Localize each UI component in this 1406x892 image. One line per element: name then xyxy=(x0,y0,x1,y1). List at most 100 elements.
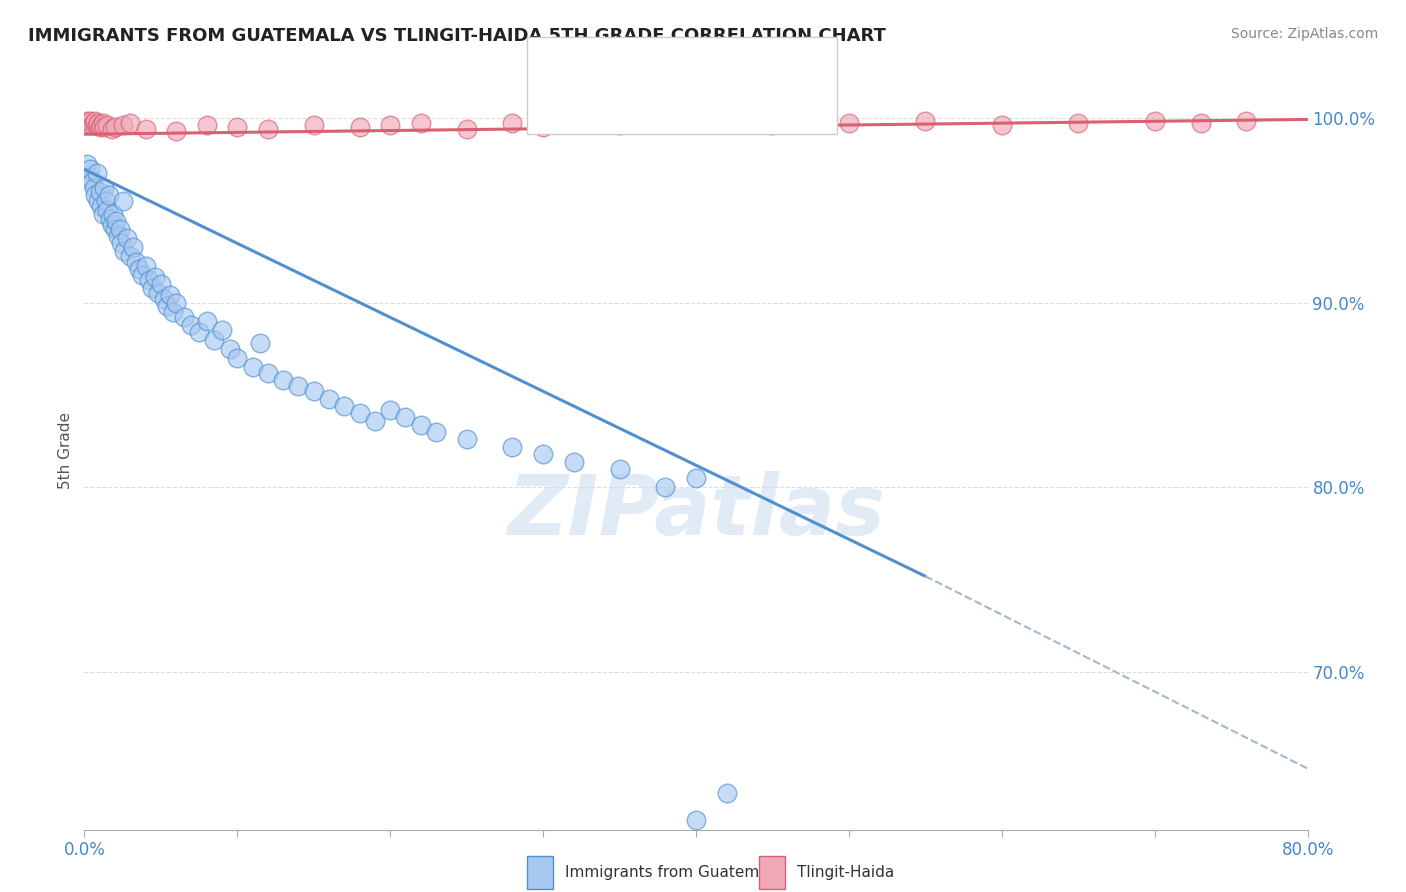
Point xyxy=(502,440,524,454)
Point xyxy=(94,194,117,208)
Point xyxy=(195,118,218,132)
Point xyxy=(211,323,233,337)
Point xyxy=(87,194,110,208)
Point xyxy=(153,292,176,306)
Point xyxy=(302,384,325,399)
Point xyxy=(86,118,108,132)
Text: R =  0.175   N = 41: R = 0.175 N = 41 xyxy=(579,98,755,117)
Point xyxy=(218,342,240,356)
Point xyxy=(79,114,101,128)
Point xyxy=(90,118,112,132)
Point xyxy=(146,286,169,301)
Point xyxy=(76,114,98,128)
Point xyxy=(111,118,134,132)
Point xyxy=(456,433,478,447)
Point xyxy=(135,259,157,273)
Text: Immigrants from Guatemala: Immigrants from Guatemala xyxy=(565,865,783,880)
Point xyxy=(333,399,356,413)
Point xyxy=(77,116,100,130)
Point xyxy=(83,181,105,195)
Point xyxy=(112,244,135,258)
Point xyxy=(425,425,447,439)
Point xyxy=(80,175,103,189)
Point xyxy=(287,378,309,392)
Point xyxy=(165,295,187,310)
Point xyxy=(531,447,554,461)
Point xyxy=(609,462,631,476)
Point xyxy=(914,114,936,128)
Point xyxy=(456,121,478,136)
Point xyxy=(226,120,249,134)
Point xyxy=(128,262,150,277)
Point xyxy=(173,310,195,325)
Point xyxy=(991,118,1014,132)
Point xyxy=(149,277,172,291)
Text: IMMIGRANTS FROM GUATEMALA VS TLINGIT-HAIDA 5TH GRADE CORRELATION CHART: IMMIGRANTS FROM GUATEMALA VS TLINGIT-HAI… xyxy=(28,27,886,45)
Point xyxy=(80,118,103,132)
Point xyxy=(105,214,128,228)
Point xyxy=(122,240,145,254)
Point xyxy=(79,162,101,177)
Point xyxy=(1236,114,1258,128)
Point xyxy=(86,166,108,180)
Point xyxy=(1189,116,1212,130)
Point xyxy=(249,336,271,351)
Point xyxy=(110,236,132,251)
Point xyxy=(104,221,127,235)
Point xyxy=(654,480,676,494)
Point xyxy=(409,417,432,432)
Point xyxy=(609,118,631,132)
Point xyxy=(89,185,111,199)
Point xyxy=(115,231,138,245)
Point xyxy=(98,212,121,227)
Point xyxy=(302,118,325,132)
Point xyxy=(107,229,129,244)
Text: Tlingit-Haida: Tlingit-Haida xyxy=(797,865,894,880)
Point xyxy=(380,118,402,132)
Point xyxy=(838,116,860,130)
Point xyxy=(111,194,134,208)
Point xyxy=(96,118,118,132)
Point xyxy=(162,305,184,319)
Point xyxy=(502,116,524,130)
Point xyxy=(562,454,585,468)
Point xyxy=(104,120,127,134)
Point xyxy=(101,218,124,232)
Point xyxy=(125,255,148,269)
Point xyxy=(271,373,294,387)
Point xyxy=(1143,114,1166,128)
Point xyxy=(108,221,131,235)
Point xyxy=(380,402,402,417)
Point xyxy=(685,814,707,828)
Point xyxy=(257,121,280,136)
Text: R = -0.559   N = 73: R = -0.559 N = 73 xyxy=(579,57,756,76)
Point xyxy=(188,325,211,339)
Point xyxy=(685,471,707,485)
Point xyxy=(159,288,181,302)
Point xyxy=(89,120,111,134)
Point xyxy=(685,116,707,130)
Point xyxy=(761,118,783,132)
Point xyxy=(257,366,280,380)
Point xyxy=(165,123,187,137)
Point xyxy=(531,120,554,134)
Point xyxy=(83,116,105,130)
Point xyxy=(318,392,340,406)
Point xyxy=(93,181,115,195)
Point xyxy=(131,268,153,282)
Point xyxy=(84,188,107,202)
Point xyxy=(226,351,249,365)
Point xyxy=(135,121,157,136)
Point xyxy=(120,116,142,130)
Point xyxy=(77,169,100,184)
Point xyxy=(409,116,432,130)
Point xyxy=(716,786,738,800)
Text: Source: ZipAtlas.com: Source: ZipAtlas.com xyxy=(1230,27,1378,41)
Point xyxy=(101,121,124,136)
Point xyxy=(349,120,371,134)
Point xyxy=(364,414,387,428)
Point xyxy=(1067,116,1090,130)
Point xyxy=(96,202,118,217)
Point xyxy=(242,360,264,375)
Text: ZIPatlas: ZIPatlas xyxy=(508,471,884,551)
